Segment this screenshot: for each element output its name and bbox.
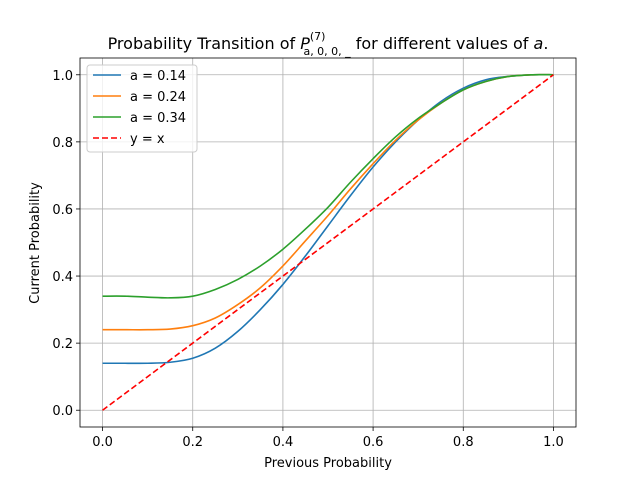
legend-label-a-0-34: a = 0.34	[130, 111, 186, 126]
series-group	[102, 73, 554, 411]
plot-frame	[79, 57, 577, 428]
legend-label-y-x: y = x	[130, 132, 165, 147]
legend-label-a-0-14: a = 0.14	[130, 69, 186, 84]
title-symbol: P	[300, 34, 310, 53]
x-tick-label: 0.4	[273, 435, 294, 450]
series-line-a-0-14	[102, 73, 554, 365]
series-line-y-x	[102, 74, 554, 411]
y-tick-label: 0.8	[52, 136, 73, 151]
grid	[80, 58, 576, 427]
y-tick-label: 1.0	[52, 69, 73, 84]
title-superscript: (7)	[310, 30, 326, 43]
title-variable: a	[534, 34, 544, 53]
y-tick-label: 0.2	[52, 337, 73, 352]
x-tick-label: 0.6	[363, 435, 384, 450]
x-axis-ticks: 0.0 0.2 0.4 0.6 0.8 1.0	[92, 427, 564, 450]
title-subscript: a, 0, 0, _	[303, 45, 351, 58]
legend-frame	[86, 64, 198, 153]
legend-label-a-0-24: a = 0.24	[130, 90, 186, 105]
y-tick-label: 0.0	[52, 404, 73, 419]
x-axis-label: Previous Probability	[264, 456, 392, 471]
legend: a = 0.14 a = 0.24 a = 0.34 y = x	[86, 64, 198, 153]
y-axis-label: Current Probability	[28, 182, 43, 304]
series-line-a-0-34	[102, 73, 554, 299]
y-tick-label: 0.4	[52, 270, 73, 285]
title-end: .	[543, 34, 548, 53]
chart-title: Probability Transition of P(7) a, 0, 0, _…	[108, 30, 549, 58]
title-prefix: Probability Transition of	[108, 34, 301, 53]
x-tick-label: 0.8	[453, 435, 474, 450]
x-tick-label: 0.0	[92, 435, 113, 450]
x-tick-label: 1.0	[543, 435, 564, 450]
y-axis-ticks: 0.0 0.2 0.4 0.6 0.8 1.0	[52, 69, 80, 419]
x-tick-label: 0.2	[182, 435, 203, 450]
title-suffix: for different values of	[351, 34, 534, 53]
y-tick-label: 0.6	[52, 203, 73, 218]
